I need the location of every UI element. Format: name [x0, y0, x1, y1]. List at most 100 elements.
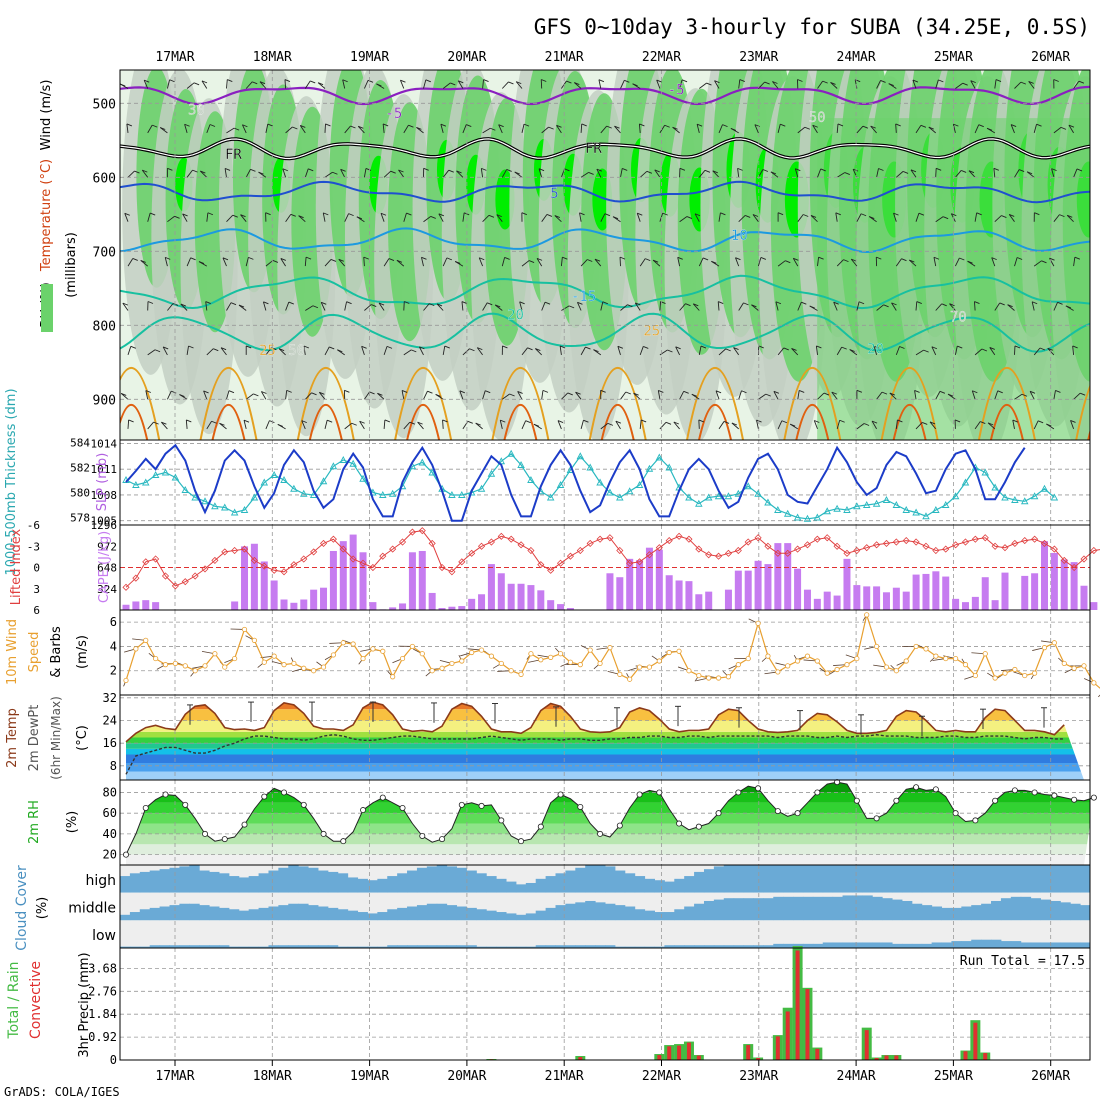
precip-tick: 1.84	[88, 1007, 117, 1021]
rh-point	[183, 802, 188, 807]
precip-convective-bar	[697, 1056, 701, 1060]
cape-tick: 1296	[91, 519, 118, 532]
bottom-date-label: 25MAR	[934, 1069, 973, 1084]
wind-speed-point	[627, 677, 631, 681]
cape-bar	[972, 597, 979, 610]
wind-speed-point	[519, 672, 523, 676]
cape-bar	[488, 564, 495, 610]
cloud-cell-low	[1050, 942, 1060, 948]
cloud-cell-low	[1070, 942, 1080, 948]
cloud-cell-high	[575, 868, 585, 893]
cloud-cell-high	[585, 865, 595, 893]
cloud-cell-low	[1021, 942, 1031, 948]
rh-wet-region	[817, 118, 1090, 440]
cloud-cell-middle	[645, 911, 655, 921]
top-date-label: 25MAR	[934, 50, 973, 65]
cloud-cell-middle	[278, 905, 288, 920]
rh-legend-swatch	[41, 284, 53, 332]
cloud-cell-low	[1031, 942, 1041, 948]
precip-convective-bar	[963, 1051, 967, 1060]
cloud-cell-middle	[209, 907, 219, 921]
wind-barb	[896, 124, 897, 133]
wind-speed-point	[163, 662, 167, 666]
cloud-cell-middle	[872, 897, 882, 921]
cloud-cell-middle	[605, 904, 615, 921]
wind-speed-point	[598, 661, 602, 665]
temp-axis-label-3: (6hr Min/Max)	[49, 696, 63, 780]
rh-axis-label: 2m RH	[27, 800, 42, 844]
cloud-cell-low	[1001, 941, 1011, 948]
precip-convective-bar	[884, 1056, 888, 1060]
cloud-cell-high	[724, 865, 734, 893]
thickness-tick: 584	[70, 437, 90, 450]
wind-speed-point	[993, 676, 997, 680]
wind-speed-point	[1062, 661, 1066, 665]
rh-point	[775, 808, 780, 813]
temp-axis-units: (°C)	[75, 725, 90, 751]
lifted-index-tick: 0	[33, 562, 40, 575]
cloud-cell-high	[981, 865, 991, 893]
cloud-cell-low	[1080, 942, 1090, 948]
wind-speed-point	[410, 644, 414, 648]
cape-bar	[982, 577, 989, 610]
wind-speed-point	[934, 654, 938, 658]
rh-point	[360, 807, 365, 812]
wind-speed-point	[272, 654, 276, 658]
cloud-cell-high	[367, 880, 377, 892]
cape-bar	[903, 592, 910, 610]
cloud-cell-middle	[932, 907, 942, 921]
cloud-cell-low	[991, 940, 1001, 948]
cape-bar	[992, 600, 999, 610]
precip-tick: 2.76	[88, 984, 117, 998]
cape-bar	[419, 551, 426, 610]
wind-speed-point	[805, 654, 809, 658]
wind-speed-point	[736, 662, 740, 666]
cape-bar	[429, 593, 436, 610]
precip-axis-label: 3hr Precip (mm)	[77, 952, 92, 1057]
wind-speed-point	[124, 678, 128, 682]
wind-speed-point	[983, 652, 987, 656]
contour-label: 25	[643, 324, 660, 340]
cloud-cell-middle	[457, 907, 467, 921]
cloud-cell-middle	[862, 895, 872, 920]
cloud-cell-high	[130, 873, 140, 892]
precip-convective-bar	[786, 1011, 790, 1060]
precip-tick: 3.68	[88, 961, 117, 975]
bottom-date-label: 22MAR	[642, 1069, 681, 1084]
cloud-cell-low	[942, 942, 952, 948]
wind-speed-tick: 4	[110, 639, 117, 653]
wind-axis-label-1: 10m Wind	[5, 619, 20, 685]
cloud-cell-middle	[704, 901, 714, 920]
cloud-cell-middle	[268, 907, 278, 921]
precip-convective-bar	[796, 950, 800, 1060]
wind-speed-point	[894, 669, 898, 673]
wind-speed-point	[509, 669, 513, 673]
cloud-cell-middle	[694, 904, 704, 921]
cape-bar	[547, 600, 554, 610]
contour-label: 5	[550, 186, 558, 202]
rh-point	[617, 823, 622, 828]
precip-tick: 0	[110, 1053, 117, 1067]
wind-speed-tick: 2	[110, 664, 117, 678]
cloud-cell-high	[466, 871, 476, 893]
contour-label: FR	[585, 141, 602, 157]
bottom-date-label: 20MAR	[447, 1069, 486, 1084]
cloud-cell-high	[744, 865, 754, 893]
wind-speed-point	[499, 661, 503, 665]
cloud-cell-high	[160, 869, 170, 893]
cloud-cell-high	[447, 866, 457, 892]
cape-bar	[1041, 541, 1048, 610]
cloud-cell-high	[813, 865, 823, 893]
cloud-cell-high	[249, 876, 259, 893]
wind-speed-point	[539, 658, 543, 662]
rh-point	[380, 795, 385, 800]
cloud-cell-middle	[140, 909, 150, 920]
cloud-cell-high	[793, 865, 803, 893]
cape-bar	[1001, 573, 1008, 610]
cape-bar	[804, 590, 811, 610]
temp-color-bands	[120, 695, 1090, 780]
cloud-cell-low	[981, 940, 991, 948]
cloud-cell-high	[358, 879, 368, 893]
precip-convective-bar	[815, 1049, 819, 1060]
rh-point	[1032, 790, 1037, 795]
